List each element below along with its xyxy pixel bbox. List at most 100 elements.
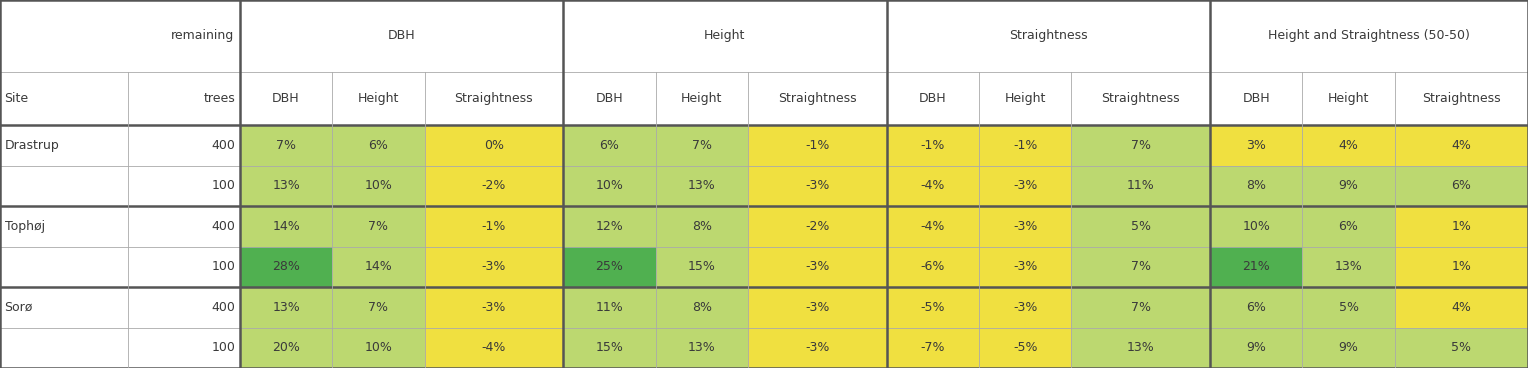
Bar: [332, 328, 425, 368]
Bar: [425, 72, 564, 125]
Text: DBH: DBH: [1242, 92, 1270, 105]
Bar: [240, 328, 332, 368]
Bar: [1395, 72, 1528, 125]
Bar: [128, 328, 240, 368]
Bar: [656, 125, 749, 166]
Text: remaining: remaining: [171, 29, 234, 42]
Bar: [128, 287, 240, 328]
Text: 20%: 20%: [272, 341, 299, 354]
Text: trees: trees: [203, 92, 235, 105]
Text: 21%: 21%: [1242, 260, 1270, 273]
Text: 5%: 5%: [1339, 301, 1358, 314]
Bar: [240, 72, 332, 125]
Bar: [0, 287, 128, 328]
Bar: [1302, 0, 1395, 72]
Text: -3%: -3%: [805, 179, 830, 192]
Text: 4%: 4%: [1452, 301, 1471, 314]
Bar: [1210, 247, 1302, 287]
Bar: [656, 287, 749, 328]
Text: -3%: -3%: [1013, 220, 1038, 233]
Bar: [1302, 206, 1395, 247]
Text: 400: 400: [211, 139, 235, 152]
Bar: [240, 206, 332, 247]
Bar: [564, 287, 656, 328]
Bar: [1395, 206, 1528, 247]
Text: Height: Height: [358, 92, 399, 105]
Text: 6%: 6%: [1452, 179, 1471, 192]
Bar: [656, 0, 749, 72]
Text: 100: 100: [211, 179, 235, 192]
Bar: [564, 125, 656, 166]
Text: -4%: -4%: [920, 179, 944, 192]
Bar: [1302, 72, 1395, 125]
Text: -3%: -3%: [1013, 301, 1038, 314]
Text: 8%: 8%: [692, 301, 712, 314]
Text: -4%: -4%: [920, 220, 944, 233]
Text: 7%: 7%: [692, 139, 712, 152]
Bar: [1071, 0, 1210, 72]
Bar: [1302, 166, 1395, 206]
Text: 7%: 7%: [1131, 260, 1151, 273]
Text: -2%: -2%: [481, 179, 506, 192]
Text: -3%: -3%: [805, 341, 830, 354]
Text: Straightness: Straightness: [1423, 92, 1500, 105]
Bar: [564, 72, 656, 125]
Text: 6%: 6%: [599, 139, 619, 152]
Bar: [656, 206, 749, 247]
Text: -3%: -3%: [481, 260, 506, 273]
Bar: [128, 125, 240, 166]
Bar: [886, 287, 979, 328]
Bar: [425, 125, 564, 166]
Bar: [564, 206, 656, 247]
Text: 13%: 13%: [1126, 341, 1155, 354]
Text: DBH: DBH: [596, 92, 623, 105]
Text: 14%: 14%: [365, 260, 393, 273]
Text: -4%: -4%: [481, 341, 506, 354]
Bar: [332, 247, 425, 287]
Text: 7%: 7%: [368, 301, 388, 314]
Bar: [332, 287, 425, 328]
Bar: [1395, 247, 1528, 287]
Text: 8%: 8%: [692, 220, 712, 233]
Text: -1%: -1%: [481, 220, 506, 233]
Bar: [749, 328, 886, 368]
Bar: [240, 166, 332, 206]
Text: -3%: -3%: [481, 301, 506, 314]
Text: 9%: 9%: [1247, 341, 1267, 354]
Bar: [1071, 206, 1210, 247]
Text: 9%: 9%: [1339, 341, 1358, 354]
Text: -6%: -6%: [920, 260, 944, 273]
Bar: [0, 72, 128, 125]
Bar: [240, 0, 332, 72]
Text: -1%: -1%: [920, 139, 944, 152]
Text: Site: Site: [5, 92, 29, 105]
Text: 15%: 15%: [688, 260, 715, 273]
Bar: [1210, 166, 1302, 206]
Bar: [1210, 287, 1302, 328]
Bar: [656, 328, 749, 368]
Bar: [656, 247, 749, 287]
Text: -5%: -5%: [1013, 341, 1038, 354]
Bar: [128, 247, 240, 287]
Bar: [425, 328, 564, 368]
Text: 5%: 5%: [1452, 341, 1471, 354]
Text: 8%: 8%: [1247, 179, 1267, 192]
Text: 10%: 10%: [365, 179, 393, 192]
Bar: [1302, 125, 1395, 166]
Text: 13%: 13%: [272, 179, 299, 192]
Bar: [1071, 166, 1210, 206]
Text: 13%: 13%: [1334, 260, 1363, 273]
Bar: [886, 166, 979, 206]
Bar: [0, 328, 128, 368]
Text: -3%: -3%: [1013, 179, 1038, 192]
Bar: [886, 125, 979, 166]
Bar: [1302, 328, 1395, 368]
Text: 10%: 10%: [596, 179, 623, 192]
Bar: [1210, 72, 1302, 125]
Text: -3%: -3%: [805, 301, 830, 314]
Text: 15%: 15%: [596, 341, 623, 354]
Text: 400: 400: [211, 301, 235, 314]
Bar: [1395, 0, 1528, 72]
Text: Straightness: Straightness: [455, 92, 533, 105]
Bar: [886, 0, 979, 72]
